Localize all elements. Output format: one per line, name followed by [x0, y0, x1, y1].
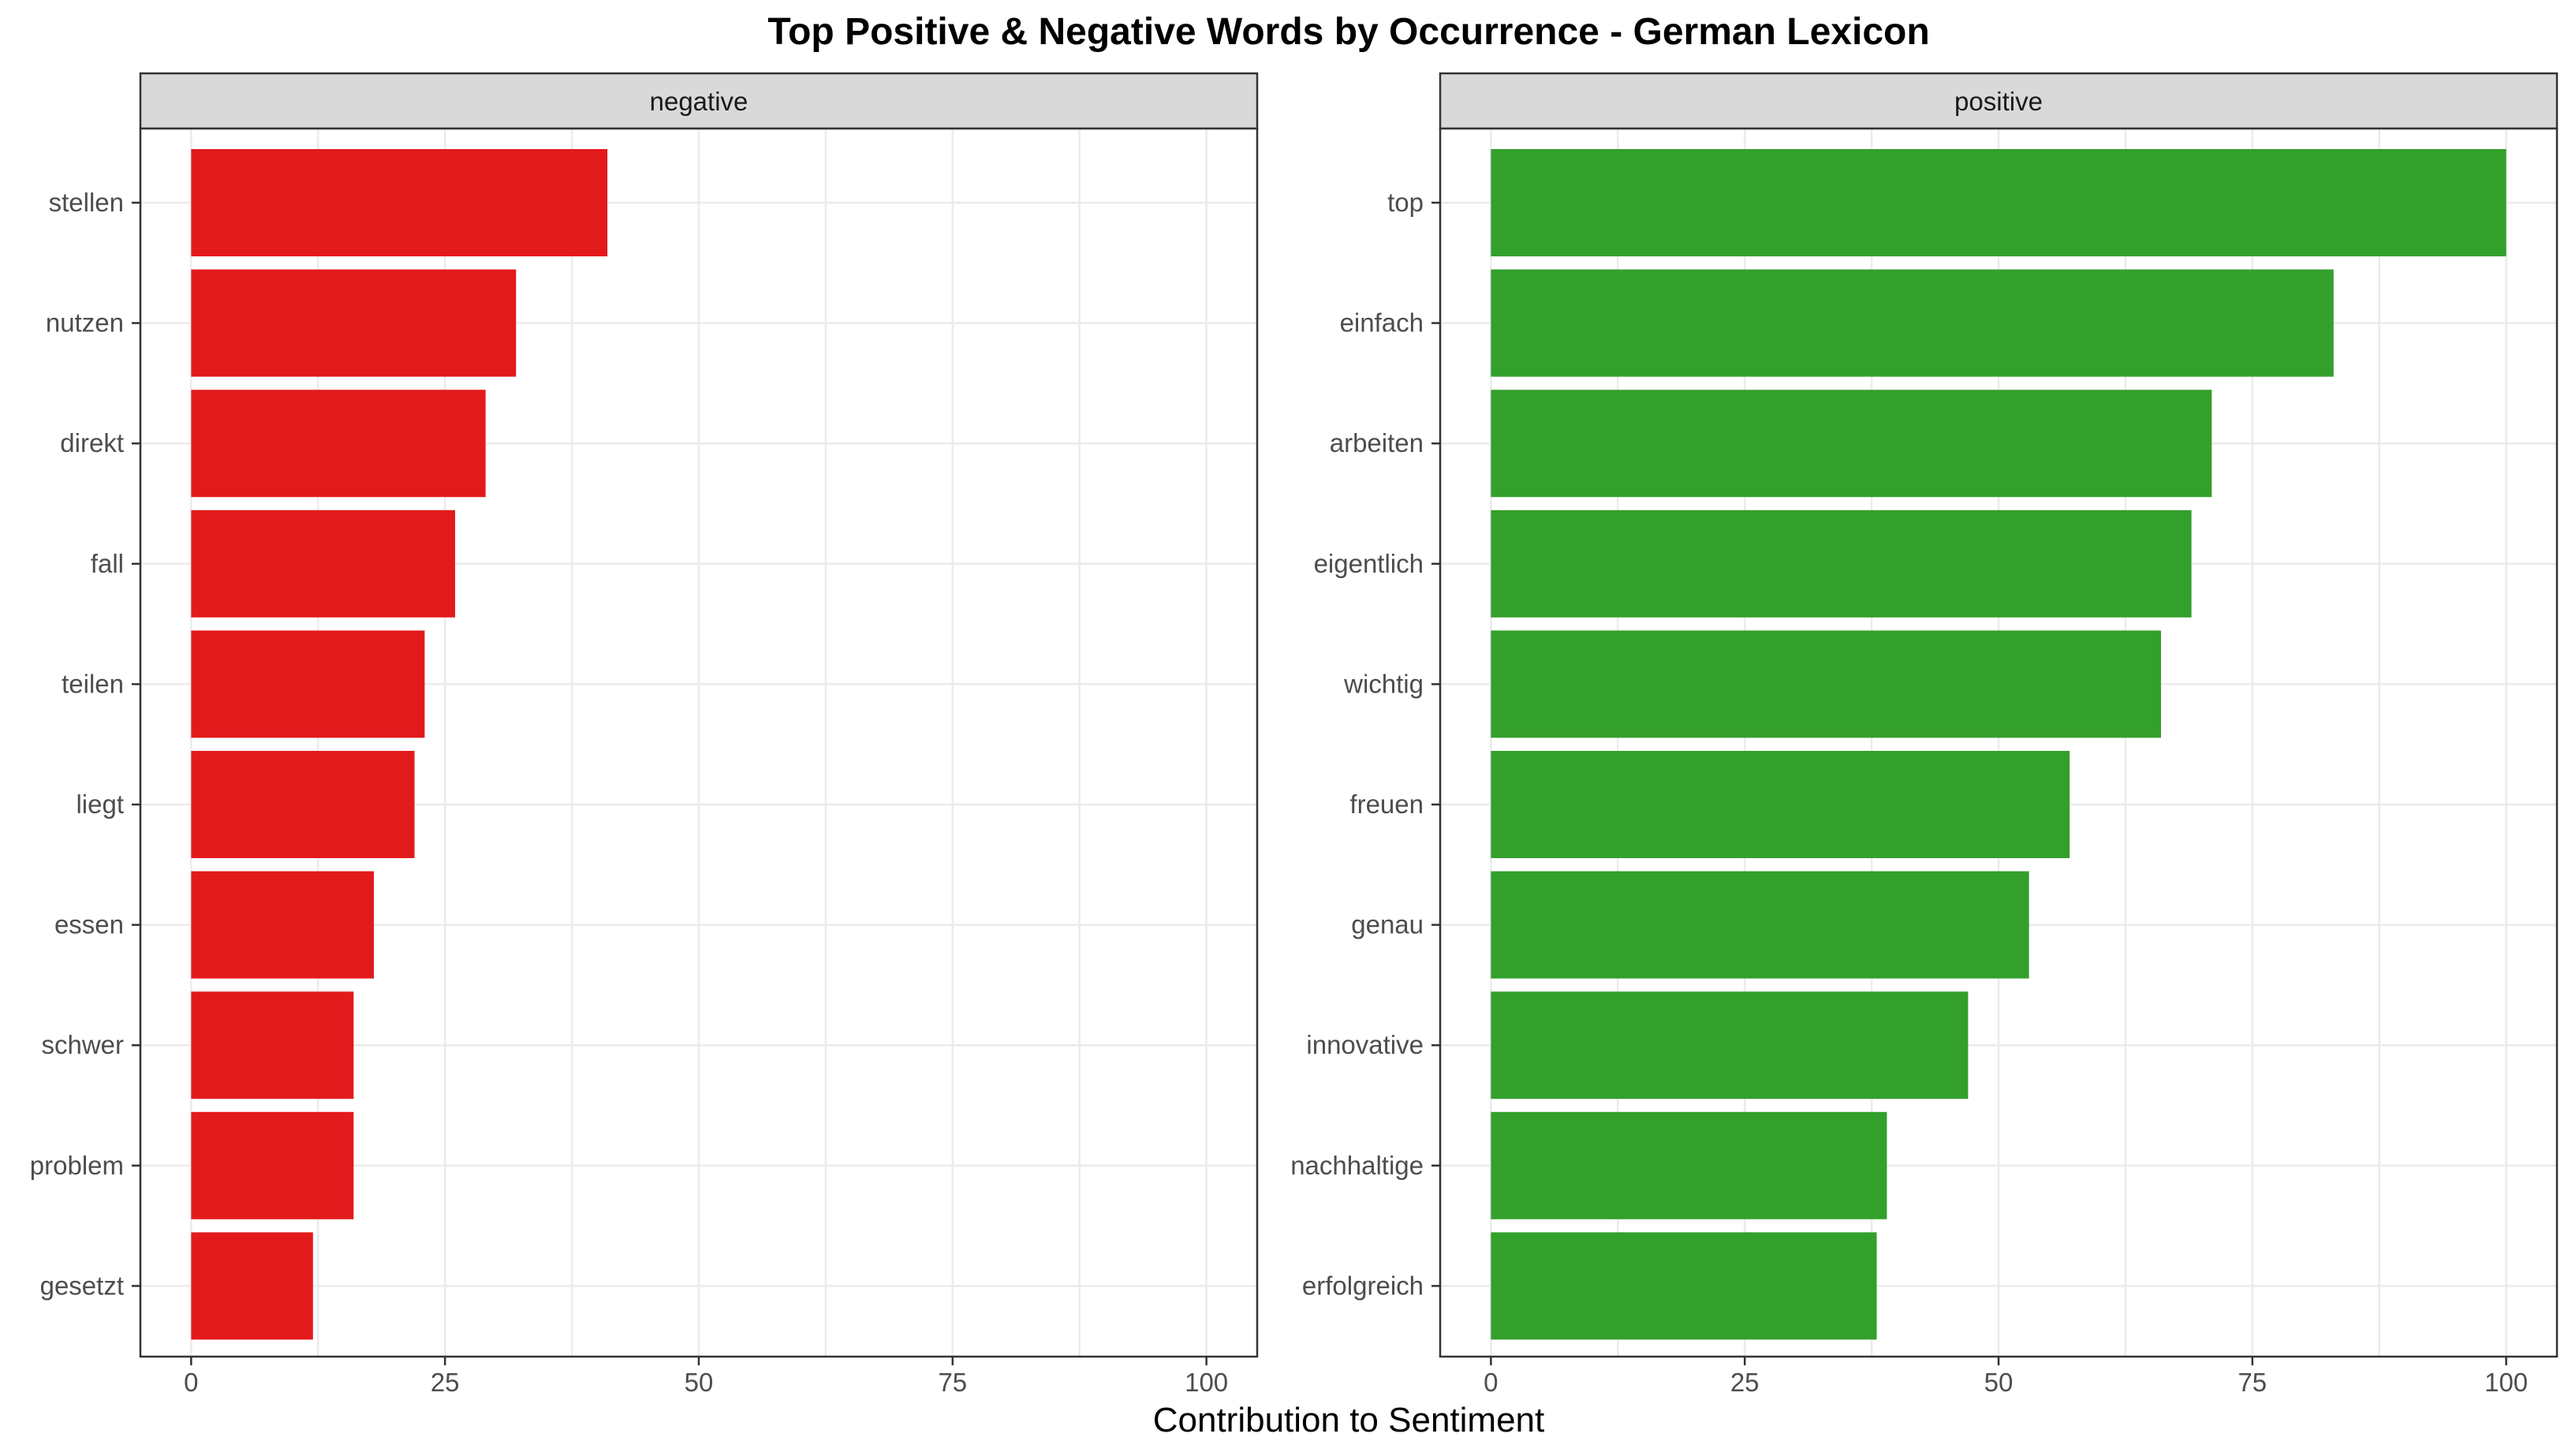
- x-tick-label: 25: [1730, 1368, 1760, 1397]
- bar-nutzen: [191, 269, 517, 377]
- bar-liegt: [191, 751, 415, 858]
- x-tick-label: 0: [184, 1368, 198, 1397]
- x-tick-label: 75: [938, 1368, 967, 1397]
- y-tick-label: eigentlich: [1314, 549, 1424, 578]
- y-tick-label: top: [1387, 188, 1424, 217]
- y-tick-label: einfach: [1340, 308, 1424, 338]
- y-tick-label: erfolgreich: [1302, 1271, 1424, 1300]
- bar-erfolgreich: [1491, 1232, 1877, 1340]
- x-axis-label: Contribution to Sentiment: [1153, 1401, 1545, 1439]
- bar-einfach: [1491, 269, 2334, 377]
- y-tick-label: problem: [30, 1151, 124, 1180]
- bar-essen: [191, 871, 375, 979]
- y-tick-label: nutzen: [46, 308, 124, 338]
- bar-eigentlich: [1491, 510, 2192, 618]
- x-tick-label: 75: [2238, 1368, 2267, 1397]
- chart-title: Top Positive & Negative Words by Occurre…: [767, 11, 1929, 53]
- y-tick-label: fall: [91, 549, 124, 578]
- panel-positive: positive top einfach arbeiten eigentlich wich…: [1290, 72, 2559, 1397]
- y-tick-label: liegt: [76, 790, 124, 819]
- bar-stellen: [191, 149, 608, 256]
- panel-negative: negative stellen nutzen direkt fall teilen lie…: [30, 72, 1259, 1397]
- y-tick-label: stellen: [49, 188, 124, 217]
- y-tick-label: direkt: [60, 428, 124, 457]
- y-tick-label: schwer: [41, 1030, 124, 1059]
- bar-freuen: [1491, 751, 2070, 858]
- bar-arbeiten: [1491, 390, 2212, 498]
- bar-nachhaltige: [1491, 1111, 1887, 1219]
- bar-problem: [191, 1111, 354, 1219]
- x-tick-label: 100: [1185, 1368, 1228, 1397]
- y-tick-label: essen: [54, 910, 124, 939]
- facet-strip-negative: [139, 72, 1259, 130]
- x-tick-label: 0: [1484, 1368, 1498, 1397]
- bar-genau: [1491, 871, 2029, 979]
- x-tick-label: 100: [2484, 1368, 2528, 1397]
- x-tick-label: 50: [1984, 1368, 2014, 1397]
- facet-strip-label: positive: [1954, 87, 2043, 116]
- y-tick-label: arbeiten: [1330, 428, 1424, 457]
- y-tick-label: nachhaltige: [1290, 1151, 1424, 1180]
- x-tick-label: 25: [431, 1368, 460, 1397]
- bar-schwer: [191, 991, 354, 1099]
- y-tick-label: innovative: [1306, 1030, 1424, 1059]
- y-tick-label: freuen: [1349, 790, 1424, 819]
- bar-wichtig: [1491, 630, 2161, 738]
- bar-fall: [191, 510, 456, 618]
- y-tick-label: teilen: [62, 669, 124, 698]
- y-tick-label: genau: [1351, 910, 1424, 939]
- facet-strip-label: negative: [650, 87, 748, 116]
- bar-gesetzt: [191, 1232, 313, 1340]
- bar-innovative: [1491, 991, 1969, 1099]
- bar-top: [1491, 149, 2506, 256]
- x-tick-label: 50: [685, 1368, 714, 1397]
- y-tick-label: wichtig: [1343, 669, 1424, 698]
- y-tick-label: gesetzt: [40, 1271, 124, 1300]
- bar-teilen: [191, 630, 425, 738]
- bar-direkt: [191, 390, 486, 498]
